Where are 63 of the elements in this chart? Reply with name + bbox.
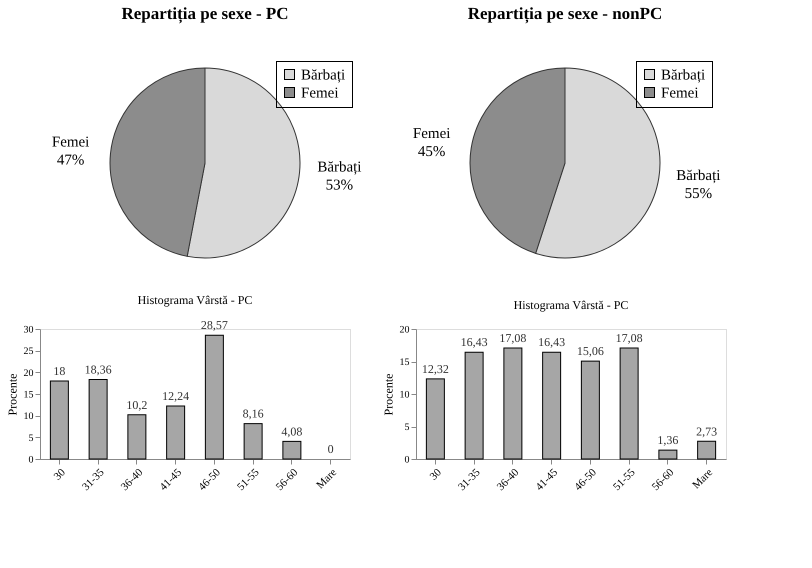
data-label: 16,43 <box>538 335 566 350</box>
data-label: 4,08 <box>281 424 302 438</box>
data-label: 16,43 <box>460 335 488 350</box>
legend-label: Femei <box>661 86 698 102</box>
legend-label: Femei <box>301 86 338 102</box>
y-tick-label: 20 <box>24 368 34 379</box>
bar <box>282 440 302 460</box>
chart-title: Histograma Vârstă - PC <box>514 298 628 312</box>
bar <box>166 405 186 460</box>
y-axis-title: Procente <box>6 374 20 416</box>
y-tick-label: 0 <box>28 454 34 466</box>
bar <box>88 378 108 460</box>
y-tick-label: 5 <box>404 422 410 433</box>
x-tick-label: 30 <box>52 466 68 483</box>
data-label: 18,36 <box>84 362 112 376</box>
bar <box>464 352 484 460</box>
data-label: 28,57 <box>200 318 228 332</box>
data-label: 53% <box>326 178 354 194</box>
slice-label: Femei <box>412 126 450 142</box>
data-label: 1,36 <box>657 433 678 448</box>
y-tick-label: 20 <box>400 324 410 336</box>
y-axis-title: Procente <box>382 374 396 416</box>
y-tick-label: 0 <box>404 454 410 466</box>
bar <box>542 352 562 460</box>
data-label: 2,73 <box>696 424 718 438</box>
bar <box>580 360 600 460</box>
slice-label: Bărbați <box>317 160 362 176</box>
slice-label: Bărbați <box>676 168 720 184</box>
y-tick-label: 10 <box>400 390 410 400</box>
data-label: 12,24 <box>162 388 190 403</box>
chart-title: Repartiția pe sexe - nonPC <box>468 4 662 24</box>
slice-label: Femei <box>52 134 90 150</box>
y-tick-label: 15 <box>24 390 34 400</box>
bar <box>503 347 522 460</box>
data-label: 45% <box>418 144 446 160</box>
y-tick-label: 15 <box>400 357 410 368</box>
y-tick-label: 5 <box>28 432 34 444</box>
data-label: 55% <box>684 186 712 202</box>
y-tick-label: 10 <box>24 411 34 422</box>
y-tick-label: 25 <box>24 346 34 358</box>
bar <box>244 423 263 460</box>
data-label: 18 <box>53 364 66 378</box>
y-tick-label: 30 <box>24 324 34 336</box>
chart-title: Histograma Vârstă - PC <box>138 293 252 308</box>
data-label: 15,06 <box>576 344 604 358</box>
bar <box>658 450 678 460</box>
bar <box>50 380 69 460</box>
legend-label: Bărbați <box>661 68 706 84</box>
data-label: 0 <box>328 442 334 456</box>
data-label: 47% <box>56 152 84 168</box>
data-label: 17,08 <box>616 330 643 345</box>
data-label: 12,32 <box>422 362 449 376</box>
bar <box>620 347 639 460</box>
bar <box>426 378 445 460</box>
x-tick-label: 30 <box>428 466 444 483</box>
bar <box>204 334 224 460</box>
legend-label: Bărbați <box>301 68 346 84</box>
bar <box>697 440 716 460</box>
bar <box>127 414 146 460</box>
data-label: 17,08 <box>499 330 526 345</box>
data-label: 10,2 <box>126 398 148 412</box>
data-label: 8,16 <box>242 406 264 421</box>
chart-title: Repartiția pe sexe - PC <box>121 4 289 24</box>
